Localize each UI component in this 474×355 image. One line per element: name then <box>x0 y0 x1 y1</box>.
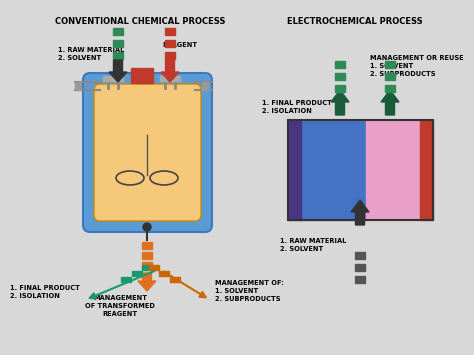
Text: MANAGEMENT
OF TRANSFORMED
REAGENT: MANAGEMENT OF TRANSFORMED REAGENT <box>85 295 155 317</box>
Bar <box>113 28 123 35</box>
FancyBboxPatch shape <box>94 84 201 221</box>
FancyBboxPatch shape <box>83 73 212 232</box>
Bar <box>159 271 169 276</box>
Bar <box>131 68 153 83</box>
Text: CONVENTIONAL CHEMICAL PROCESS: CONVENTIONAL CHEMICAL PROCESS <box>55 17 225 27</box>
Bar <box>385 73 395 80</box>
Bar <box>385 61 395 68</box>
Bar <box>170 277 180 282</box>
Bar <box>160 76 170 81</box>
Bar <box>355 252 365 259</box>
Bar <box>202 82 208 90</box>
Text: 1. FINAL PRODUCT
2. ISOLATION: 1. FINAL PRODUCT 2. ISOLATION <box>262 100 332 114</box>
Bar <box>385 85 395 92</box>
Bar <box>142 265 152 270</box>
Polygon shape <box>381 90 399 115</box>
Bar <box>355 276 365 283</box>
Bar <box>149 265 159 270</box>
Bar <box>113 76 123 81</box>
Bar <box>103 76 113 81</box>
Bar <box>142 262 152 269</box>
Bar <box>420 120 433 220</box>
Bar <box>366 120 420 220</box>
Polygon shape <box>351 200 369 225</box>
Text: MANAGEMENT OF:
1. SOLVENT
2. SUBPRODUCTS: MANAGEMENT OF: 1. SOLVENT 2. SUBPRODUCTS <box>215 280 284 302</box>
Bar <box>165 52 175 59</box>
Bar <box>355 264 365 271</box>
Text: REAGENT: REAGENT <box>162 42 197 48</box>
Bar <box>165 40 175 47</box>
Bar <box>335 73 345 80</box>
Circle shape <box>143 223 151 231</box>
Bar <box>288 120 433 220</box>
Bar <box>121 277 131 282</box>
Bar <box>113 52 123 59</box>
Polygon shape <box>161 60 179 82</box>
Bar <box>132 271 142 276</box>
Text: 1. FINAL PRODUCT
2. ISOLATION: 1. FINAL PRODUCT 2. ISOLATION <box>10 285 80 299</box>
Bar <box>170 76 180 81</box>
Bar <box>335 61 345 68</box>
Bar <box>300 120 366 220</box>
Bar <box>165 28 175 35</box>
Bar <box>142 242 152 249</box>
Bar <box>288 120 301 220</box>
Text: ELECTROCHEMICAL PROCESS: ELECTROCHEMICAL PROCESS <box>287 17 423 27</box>
Text: 1. RAW MATERIAL
2. SOLVENT: 1. RAW MATERIAL 2. SOLVENT <box>58 47 124 61</box>
Text: MANAGEMENT OR REUSE
1. SOLVENT
2. SUBPRODUCTS: MANAGEMENT OR REUSE 1. SOLVENT 2. SUBPRO… <box>370 55 464 77</box>
Bar <box>113 40 123 47</box>
Text: 1. RAW MATERIAL
2. SOLVENT: 1. RAW MATERIAL 2. SOLVENT <box>280 238 346 252</box>
Polygon shape <box>138 273 156 291</box>
Bar <box>142 252 152 259</box>
Polygon shape <box>331 90 349 115</box>
Polygon shape <box>109 60 127 82</box>
Bar <box>75 82 81 90</box>
Bar <box>335 85 345 92</box>
